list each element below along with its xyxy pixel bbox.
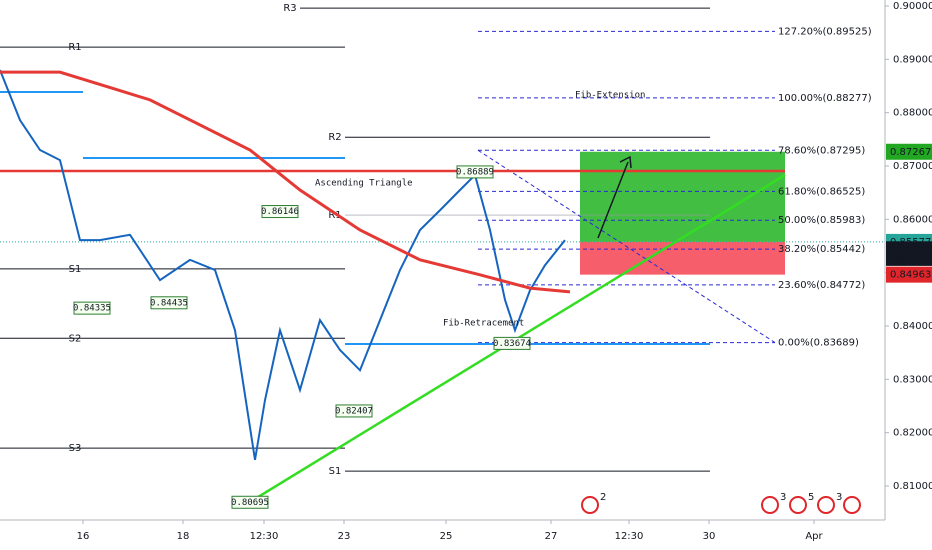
arrow-head bbox=[619, 155, 632, 169]
pivot-label: R1 bbox=[328, 210, 341, 221]
annotation: Fib-Retracement bbox=[443, 319, 524, 329]
pivot-label: S3 bbox=[69, 443, 82, 454]
price-label-box bbox=[231, 495, 269, 509]
price-line bbox=[0, 70, 571, 294]
price-tag-label: 0.87267 bbox=[890, 147, 931, 158]
countdown-label: 35:11 bbox=[894, 253, 923, 264]
price-tag-label: 0.85551 bbox=[890, 244, 931, 255]
price-label: 0.86889 bbox=[456, 167, 494, 177]
event-count: 3 bbox=[836, 492, 842, 503]
fib-label: 0.00%(0.83689) bbox=[778, 338, 859, 349]
price-label-box bbox=[335, 404, 373, 418]
fib-label: 127.20%(0.89525) bbox=[778, 26, 872, 37]
pivot-label: R1 bbox=[68, 42, 81, 53]
fib-label: 78.60%(0.87295) bbox=[778, 145, 865, 156]
fib-label: 38.20%(0.85442) bbox=[778, 244, 865, 255]
pivot-label: S2 bbox=[69, 333, 82, 344]
event-icon bbox=[761, 496, 779, 514]
y-tick-label: 0.84000 bbox=[893, 321, 932, 332]
pivot-label: S1 bbox=[329, 466, 342, 477]
y-tick-label: 0.82000 bbox=[893, 428, 932, 439]
price-label-box bbox=[493, 336, 531, 350]
y-tick-label: 0.90000 bbox=[893, 1, 932, 12]
x-tick-label: 27 bbox=[545, 531, 558, 542]
price-label: 0.84335 bbox=[73, 304, 111, 314]
loss-zone bbox=[580, 241, 785, 275]
price-label-box bbox=[150, 296, 188, 310]
event-count: 3 bbox=[780, 492, 786, 503]
y-tick-label: 0.86000 bbox=[893, 214, 932, 225]
fib-label: 100.00%(0.88277) bbox=[778, 93, 872, 104]
x-tick-label: 23 bbox=[338, 531, 351, 542]
event-count: 5 bbox=[808, 492, 814, 503]
price-label: 0.86146 bbox=[261, 207, 299, 217]
fib-label: 50.00%(0.85983) bbox=[778, 215, 865, 226]
fib-diagonal bbox=[477, 149, 776, 344]
annotation: Ascending Triangle bbox=[315, 179, 413, 189]
price-label-box bbox=[73, 301, 111, 315]
x-tick-label: Apr bbox=[805, 531, 823, 542]
y-tick-label: 0.81000 bbox=[893, 481, 932, 492]
event-icon bbox=[843, 496, 861, 514]
price-label: 0.83674 bbox=[493, 339, 531, 349]
x-tick-label: 30 bbox=[703, 531, 716, 542]
price-tag bbox=[886, 241, 932, 258]
y-tick-label: 0.83000 bbox=[893, 374, 932, 385]
event-count: 2 bbox=[600, 492, 606, 503]
price-tag-label: 0.84963 bbox=[890, 270, 931, 281]
price-label: 0.80695 bbox=[231, 498, 269, 508]
x-tick-label: 16 bbox=[77, 531, 90, 542]
x-tick-label: 12:30 bbox=[615, 531, 644, 542]
event-icon bbox=[789, 496, 807, 514]
y-tick-label: 0.89000 bbox=[893, 54, 932, 65]
annotation: Fib-Extension bbox=[575, 91, 645, 101]
price-label: 0.84435 bbox=[150, 298, 188, 308]
price-line bbox=[0, 69, 566, 461]
x-tick-label: 18 bbox=[177, 531, 190, 542]
price-label-box bbox=[456, 165, 494, 179]
price-tag bbox=[886, 143, 932, 160]
event-icon bbox=[817, 496, 835, 514]
x-tick-label: 25 bbox=[440, 531, 453, 542]
fib-label: 61.80%(0.86525) bbox=[778, 186, 865, 197]
price-tag bbox=[886, 266, 932, 283]
x-tick-label: 12:30 bbox=[250, 531, 279, 542]
profit-zone bbox=[580, 151, 785, 242]
pivot-label: R2 bbox=[328, 132, 341, 143]
y-tick-label: 0.87000 bbox=[893, 161, 932, 172]
arrow bbox=[597, 161, 629, 239]
price-label: 0.82407 bbox=[335, 406, 373, 416]
event-icon bbox=[581, 496, 599, 514]
pivot-label: R3 bbox=[283, 3, 296, 14]
pivot-label: S1 bbox=[69, 264, 82, 275]
price-label-box bbox=[261, 205, 299, 219]
fib-label: 23.60%(0.84772) bbox=[778, 280, 865, 291]
y-tick-label: 0.88000 bbox=[893, 108, 932, 119]
